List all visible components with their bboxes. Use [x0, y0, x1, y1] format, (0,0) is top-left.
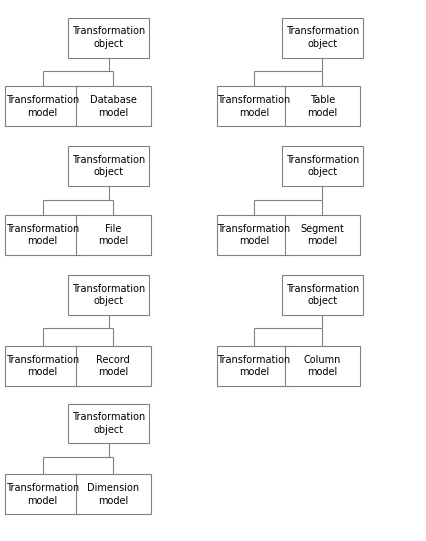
Text: Transformation
model: Transformation model [217, 355, 290, 377]
FancyBboxPatch shape [68, 146, 149, 186]
FancyBboxPatch shape [76, 474, 150, 514]
Text: Transformation
object: Transformation object [72, 27, 145, 49]
Text: Database
model: Database model [89, 95, 136, 117]
Text: Column
model: Column model [303, 355, 340, 377]
Text: File
model: File model [98, 224, 128, 246]
FancyBboxPatch shape [76, 87, 150, 127]
Text: Transformation
model: Transformation model [6, 355, 79, 377]
FancyBboxPatch shape [281, 275, 362, 315]
Text: Transformation
model: Transformation model [6, 224, 79, 246]
Text: Dimension
model: Dimension model [87, 483, 139, 506]
Text: Transformation
model: Transformation model [217, 224, 290, 246]
FancyBboxPatch shape [6, 87, 80, 127]
FancyBboxPatch shape [216, 87, 291, 127]
Text: Table
model: Table model [307, 95, 337, 117]
Text: Transformation
model: Transformation model [6, 95, 79, 117]
FancyBboxPatch shape [76, 346, 150, 386]
FancyBboxPatch shape [6, 474, 80, 514]
Text: Transformation
object: Transformation object [285, 27, 358, 49]
Text: Transformation
object: Transformation object [72, 412, 145, 434]
FancyBboxPatch shape [216, 215, 291, 255]
FancyBboxPatch shape [68, 404, 149, 444]
FancyBboxPatch shape [6, 346, 80, 386]
FancyBboxPatch shape [285, 215, 359, 255]
Text: Transformation
object: Transformation object [285, 155, 358, 177]
FancyBboxPatch shape [285, 346, 359, 386]
Text: Segment
model: Segment model [300, 224, 343, 246]
FancyBboxPatch shape [68, 18, 149, 58]
FancyBboxPatch shape [68, 275, 149, 315]
Text: Transformation
object: Transformation object [72, 283, 145, 306]
Text: Transformation
object: Transformation object [285, 283, 358, 306]
FancyBboxPatch shape [76, 215, 150, 255]
FancyBboxPatch shape [6, 215, 80, 255]
Text: Transformation
object: Transformation object [72, 155, 145, 177]
Text: Record
model: Record model [96, 355, 130, 377]
FancyBboxPatch shape [216, 346, 291, 386]
FancyBboxPatch shape [285, 87, 359, 127]
FancyBboxPatch shape [281, 146, 362, 186]
Text: Transformation
model: Transformation model [6, 483, 79, 506]
Text: Transformation
model: Transformation model [217, 95, 290, 117]
FancyBboxPatch shape [281, 18, 362, 58]
